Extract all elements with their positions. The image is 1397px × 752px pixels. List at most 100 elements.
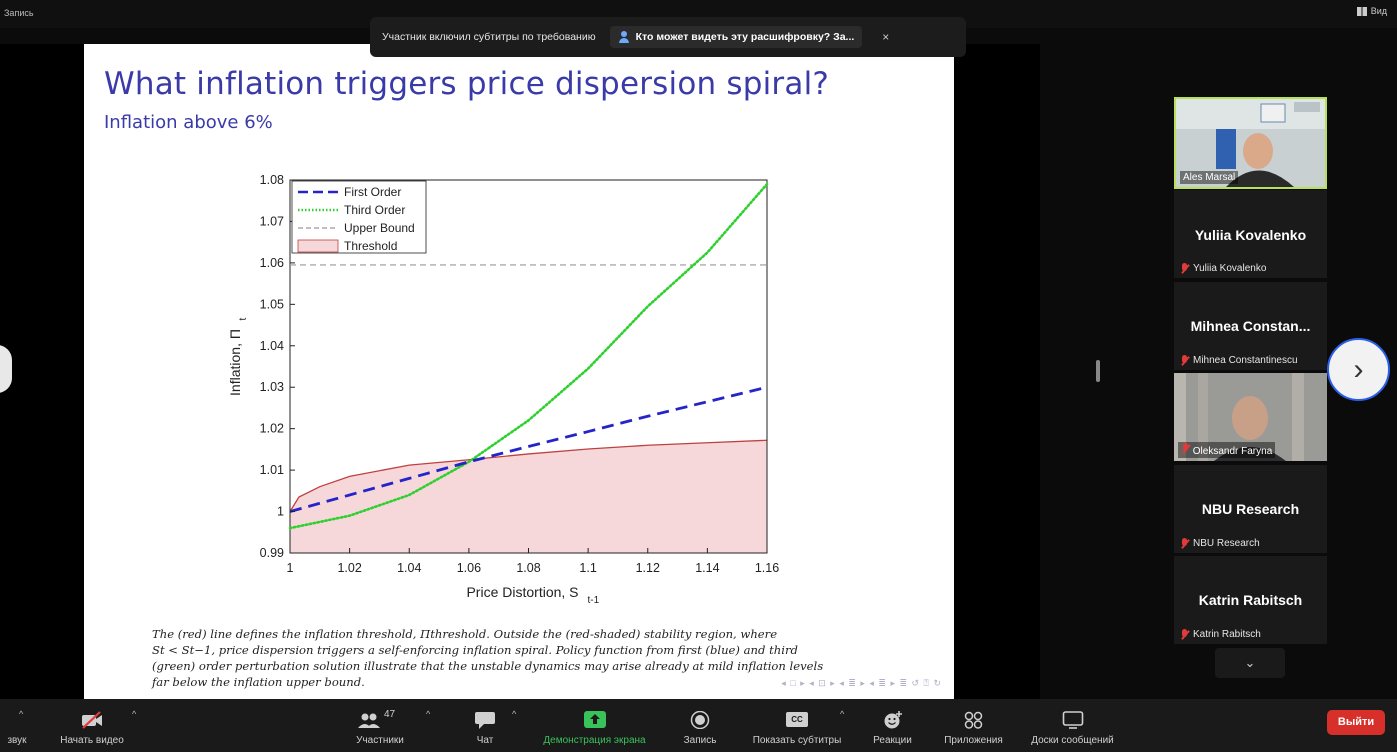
audio-options-caret[interactable]: ^	[19, 709, 24, 719]
y-tick-label: 1	[277, 505, 284, 519]
threshold-area	[290, 440, 767, 553]
participant-name: Yuliia Kovalenko	[1193, 263, 1267, 274]
participants-label: Участники	[356, 735, 404, 746]
participant-name: Oleksandr Faryna	[1178, 442, 1276, 458]
transcript-visibility-button[interactable]: Кто может видеть эту расшифровку? За...	[609, 26, 863, 48]
panel-splitter-handle[interactable]	[1096, 360, 1100, 382]
view-label: Вид	[1370, 6, 1387, 16]
caption-line-2: St < St−1, price dispersion triggers a s…	[152, 643, 798, 657]
prev-page-button[interactable]	[0, 345, 12, 393]
x-tick-label: 1.14	[695, 561, 719, 575]
participant-name-row: Yuliia Kovalenko	[1180, 263, 1266, 274]
participants-icon: 47	[358, 709, 402, 729]
participant-video-oleksandr[interactable]: Oleksandr Faryna	[1174, 373, 1327, 461]
apps-button[interactable]: Приложения	[936, 699, 1011, 752]
inflation-chart: 1 1.02 1.04 1.06 1.08 1.1 1.12 1.14 1.160.9911.0…	[227, 173, 779, 606]
beamer-nav-icons[interactable]: ◂ □ ▸ ◂ ⊡ ▸ ◂ ≣ ▸ ◂ ≣ ▸ ≣ ↺ ⍰ ↻	[781, 678, 942, 688]
slide-subtitle: Inflation above 6%	[104, 112, 273, 133]
start-video-button[interactable]: Начать видео	[52, 699, 132, 752]
first-order-line	[289, 385, 768, 513]
participant-display-name: Yuliia Kovalenko	[1194, 227, 1307, 243]
video-frame	[1176, 99, 1325, 187]
y-tick-label: 0.99	[260, 546, 284, 560]
whiteboards-button[interactable]: Доски сообщений	[1020, 699, 1125, 752]
apps-icon	[963, 711, 985, 729]
y-axis-label: Inflation, Π	[227, 329, 243, 396]
x-tick-label: 1.02	[337, 561, 361, 575]
legend-swatch-threshold	[297, 239, 339, 253]
reactions-button[interactable]: Реакции	[865, 699, 920, 752]
muted-mic-icon	[1180, 629, 1189, 640]
participant-video-ales[interactable]: Ales Marsal	[1174, 97, 1327, 189]
x-tick-label: 1.06	[457, 561, 481, 575]
x-tick-label: 1	[287, 561, 294, 575]
x-axis-label: Price Distortion, S	[466, 584, 578, 600]
video-off-icon	[81, 711, 103, 729]
share-screen-icon	[583, 711, 606, 729]
slide-caption: The (red) line defines the inflation thr…	[152, 626, 882, 690]
y-tick-label: 1.01	[260, 463, 284, 477]
captions-options-caret[interactable]: ^	[840, 709, 845, 719]
participants-scroll-down-button[interactable]: ⌄	[1215, 648, 1285, 678]
reactions-label: Реакции	[873, 735, 912, 746]
x-tick-label: 1.1	[579, 561, 596, 575]
whiteboard-icon	[1062, 711, 1084, 729]
participant-tile-yuliia[interactable]: Yuliia Kovalenko Yuliia Kovalenko	[1174, 190, 1327, 278]
close-icon[interactable]: ×	[882, 30, 890, 44]
person-icon	[618, 31, 630, 43]
y-tick-label: 1.08	[260, 173, 284, 187]
chat-label: Чат	[476, 735, 494, 746]
participant-display-name: NBU Research	[1201, 501, 1300, 517]
participants-options-caret[interactable]: ^	[426, 709, 431, 719]
legend-label: Upper Bound	[344, 221, 415, 235]
share-screen-button[interactable]: Демонстрация экрана	[532, 699, 657, 752]
grid-view-icon	[1356, 6, 1367, 16]
chevron-right-icon: ›	[1353, 352, 1364, 386]
participant-tile-katrin[interactable]: Katrin Rabitsch Katrin Rabitsch	[1174, 556, 1327, 644]
participants-count: 47	[384, 709, 396, 720]
audio-button[interactable]: звук	[0, 699, 42, 752]
chat-button[interactable]: Чат	[460, 699, 510, 752]
x-tick-label: 1.12	[636, 561, 660, 575]
apps-label: Приложения	[944, 735, 1003, 746]
meeting-toolbar: звук ^ Начать видео ^ 47 Участники ^ Чат…	[0, 699, 1397, 752]
legend-label: Third Order	[344, 203, 405, 217]
shared-screen: What inflation triggers price dispersion…	[0, 44, 1040, 699]
x-axis-label-subscript: t-1	[588, 595, 600, 606]
captions-notification: Участник включил субтитры по требованию …	[370, 17, 966, 57]
participants-button[interactable]: 47 Участники	[345, 699, 415, 752]
caption-line-1: The (red) line defines the inflation thr…	[152, 627, 778, 641]
y-tick-label: 1.03	[260, 380, 284, 394]
muted-mic-icon	[1180, 263, 1189, 274]
record-button[interactable]: Запись	[675, 699, 725, 752]
participant-display-name: Katrin Rabitsch	[1198, 592, 1303, 608]
chat-options-caret[interactable]: ^	[512, 709, 517, 719]
participant-name-row: Katrin Rabitsch	[1180, 629, 1261, 640]
participant-name: NBU Research	[1193, 538, 1260, 549]
y-tick-label: 1.05	[260, 297, 284, 311]
leave-button[interactable]: Выйти	[1327, 710, 1385, 735]
show-captions-button[interactable]: CC Показать субтитры	[742, 699, 852, 752]
participant-display-name: Mihnea Constan...	[1190, 318, 1311, 334]
muted-mic-icon	[1180, 355, 1189, 366]
start-video-label: Начать видео	[60, 735, 124, 746]
muted-mic-icon	[1180, 538, 1189, 549]
next-page-button[interactable]: ›	[1327, 338, 1390, 401]
video-options-caret[interactable]: ^	[132, 709, 137, 719]
third-order-line	[288, 182, 769, 530]
record-label: Запись	[683, 735, 717, 746]
whiteboards-label: Доски сообщений	[1031, 735, 1114, 746]
muted-mic-icon	[1181, 443, 1190, 454]
participant-name-row: NBU Research	[1180, 538, 1260, 549]
record-icon	[689, 710, 711, 730]
y-tick-label: 1.04	[260, 339, 284, 353]
participant-name: Katrin Rabitsch	[1193, 629, 1261, 640]
x-tick-label: 1.16	[755, 561, 779, 575]
audio-label: звук	[7, 735, 27, 746]
participant-tile-nbu[interactable]: NBU Research NBU Research	[1174, 465, 1327, 553]
view-button[interactable]: Вид	[1356, 6, 1387, 16]
participant-tile-mihnea[interactable]: Mihnea Constan... Mihnea Constantinescu	[1174, 282, 1327, 370]
recording-label: Запись	[4, 8, 34, 18]
chat-icon	[474, 711, 496, 729]
